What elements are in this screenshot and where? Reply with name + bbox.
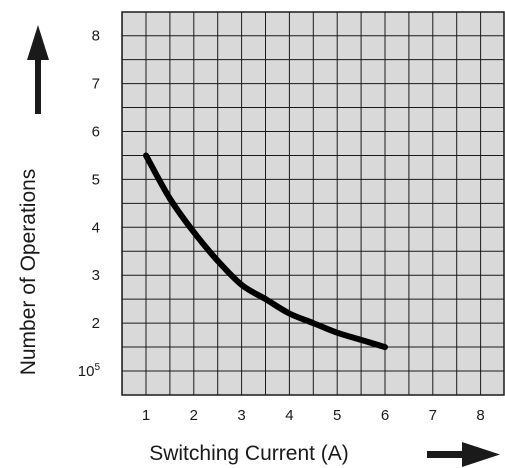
x-tick-label: 3: [237, 407, 245, 424]
y-axis-up-arrow: [27, 25, 49, 114]
x-axis-label: Switching Current (A): [149, 442, 349, 465]
x-tick-labels: 1 2 3 4 5 6 7 8: [142, 407, 485, 424]
x-tick-label: 1: [142, 407, 150, 424]
y-tick-label: 6: [92, 124, 100, 141]
x-tick-label: 4: [285, 407, 293, 424]
y-tick-labels: 105 2 3 4 5 6 7 8: [78, 28, 101, 380]
y-tick-label: 5: [92, 171, 100, 188]
series-line: [143, 152, 388, 351]
grid: [121, 11, 505, 396]
x-tick-label: 5: [333, 407, 341, 424]
x-tick-label: 8: [476, 407, 484, 424]
x-axis-right-arrow: [427, 442, 500, 467]
y-tick-label: 8: [92, 28, 100, 45]
y-tick-label: 3: [92, 267, 100, 284]
x-tick-label: 2: [190, 407, 198, 424]
plot-border: [121, 11, 505, 396]
y-tick-label: 7: [92, 76, 100, 93]
x-tick-label: 7: [429, 407, 437, 424]
y-tick-label: 105: [78, 362, 101, 380]
x-tick-label: 6: [381, 407, 389, 424]
y-axis-label: Number of Operations: [17, 169, 40, 376]
y-tick-label: 2: [92, 315, 100, 332]
y-tick-label: 4: [92, 219, 100, 236]
